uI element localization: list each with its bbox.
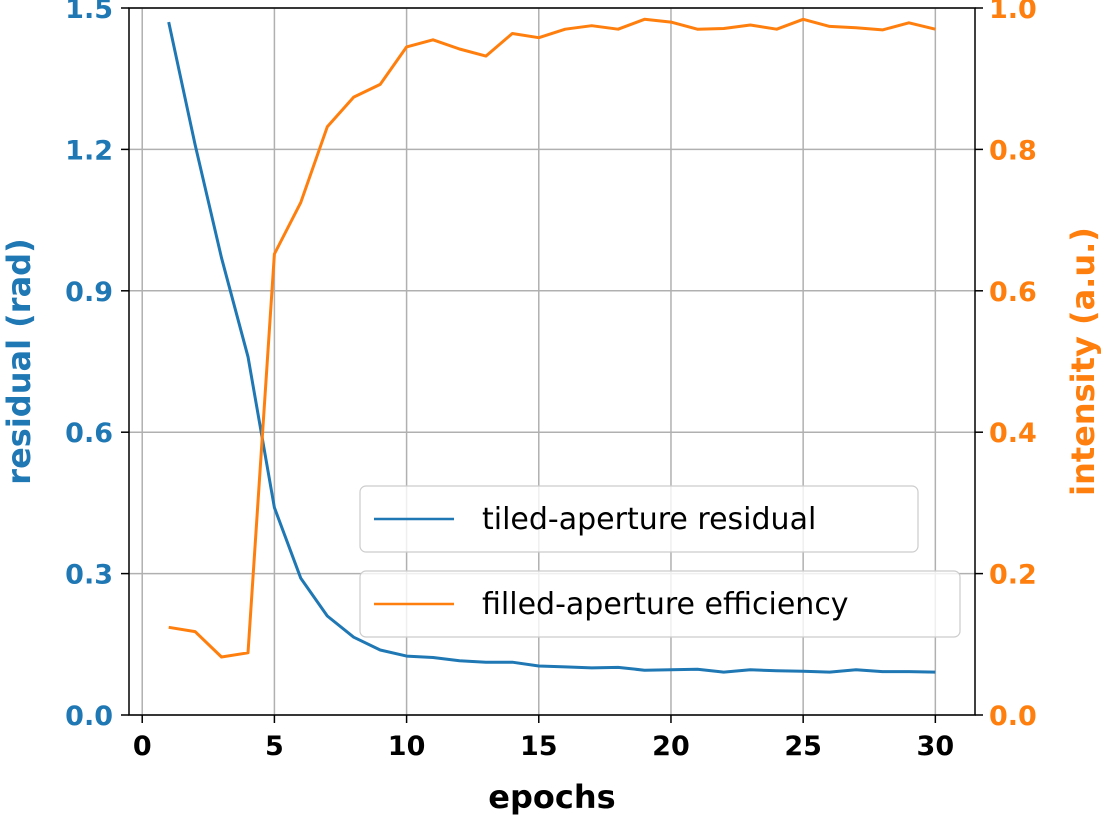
left-y-axis-title: residual (rad) xyxy=(0,238,38,484)
x-tick-label: 5 xyxy=(265,731,284,762)
right-y-tick-label: 0.4 xyxy=(989,418,1037,449)
x-tick-label: 25 xyxy=(784,731,822,762)
x-axis-title: epochs xyxy=(488,778,615,816)
x-tick-label: 0 xyxy=(133,731,152,762)
x-tick-label: 10 xyxy=(388,731,426,762)
left-y-tick-label: 0.0 xyxy=(65,701,113,732)
x-tick-label: 15 xyxy=(520,731,558,762)
legend-frame xyxy=(359,485,919,553)
right-y-tick-label: 1.0 xyxy=(989,0,1037,25)
legend-box-residual: tiled-aperture residual xyxy=(359,485,919,553)
right-y-tick-label: 0.2 xyxy=(989,560,1037,591)
left-y-tick-label: 0.9 xyxy=(65,277,113,308)
left-y-tick-label: 0.6 xyxy=(65,418,113,449)
series-lines xyxy=(167,17,936,674)
left-y-tick-label: 0.3 xyxy=(65,560,113,591)
legend-frame xyxy=(359,570,961,638)
efficiency-series-line xyxy=(168,17,936,659)
plot-frame xyxy=(128,7,976,716)
right-y-axis-title: intensity (a.u.) xyxy=(1064,227,1102,496)
left-y-tick-label: 1.5 xyxy=(65,0,113,25)
left-y-tick-label: 1.2 xyxy=(65,135,113,166)
legend-label-efficiency: filled-aperture efficiency xyxy=(482,587,849,622)
x-tick-label: 30 xyxy=(917,731,955,762)
right-y-tick-label: 0.0 xyxy=(989,701,1037,732)
right-y-tick-label: 0.8 xyxy=(989,135,1037,166)
x-axis: 0 5 10 15 20 25 30 xyxy=(133,715,954,762)
legend-box-efficiency: filled-aperture efficiency xyxy=(359,570,961,638)
left-y-axis: 0.0 0.3 0.6 0.9 1.2 1.5 xyxy=(65,0,129,732)
x-tick-label: 20 xyxy=(652,731,690,762)
residual-series-line xyxy=(167,21,936,674)
right-y-tick-label: 0.6 xyxy=(989,277,1037,308)
legend-label-residual: tiled-aperture residual xyxy=(482,502,816,537)
right-y-axis: 0.0 0.2 0.4 0.6 0.8 1.0 xyxy=(975,0,1037,732)
